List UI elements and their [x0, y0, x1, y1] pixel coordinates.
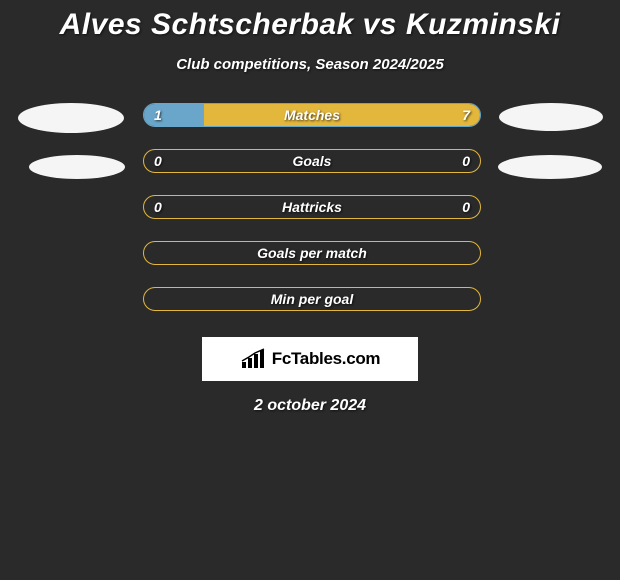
- stat-bars: 1 7 Matches 0 0 Goals 0 0 Hattricks Goals per mat…: [143, 103, 481, 311]
- subtitle: Club competitions, Season 2024/2025: [0, 56, 620, 73]
- stat-right-value: 0: [462, 199, 470, 215]
- left-player-col: [17, 103, 125, 179]
- stat-bar: Min per goal: [143, 287, 481, 311]
- stat-bar: 0 0 Hattricks: [143, 195, 481, 219]
- stat-bar: 1 7 Matches: [143, 103, 481, 127]
- brand-chart-icon: [240, 348, 268, 370]
- stat-bar: 0 0 Goals: [143, 149, 481, 173]
- right-player-col: [499, 103, 603, 179]
- chart-area: 1 7 Matches 0 0 Goals 0 0 Hattricks Goals per mat…: [0, 103, 620, 311]
- brand-box: FcTables.com: [202, 337, 418, 381]
- page-title: Alves Schtscherbak vs Kuzminski: [0, 8, 620, 42]
- player2-avatar: [499, 103, 603, 131]
- player1-club-logo: [29, 155, 125, 179]
- date-label: 2 october 2024: [0, 397, 620, 415]
- stat-label: Goals: [293, 153, 332, 169]
- stat-left-value: 1: [154, 107, 162, 123]
- stat-bar: Goals per match: [143, 241, 481, 265]
- stat-label: Hattricks: [282, 199, 342, 215]
- stat-left-value: 0: [154, 199, 162, 215]
- stat-right-value: 0: [462, 153, 470, 169]
- player2-club-logo: [498, 155, 602, 179]
- player1-avatar: [18, 103, 124, 133]
- comparison-infographic: Alves Schtscherbak vs Kuzminski Club com…: [0, 0, 620, 415]
- stat-label: Min per goal: [271, 291, 353, 307]
- stat-right-value: 7: [462, 107, 470, 123]
- stat-label: Matches: [284, 107, 340, 123]
- brand-label: FcTables.com: [272, 349, 381, 369]
- stat-label: Goals per match: [257, 245, 367, 261]
- stat-bar-right-fill: [204, 104, 480, 126]
- stat-left-value: 0: [154, 153, 162, 169]
